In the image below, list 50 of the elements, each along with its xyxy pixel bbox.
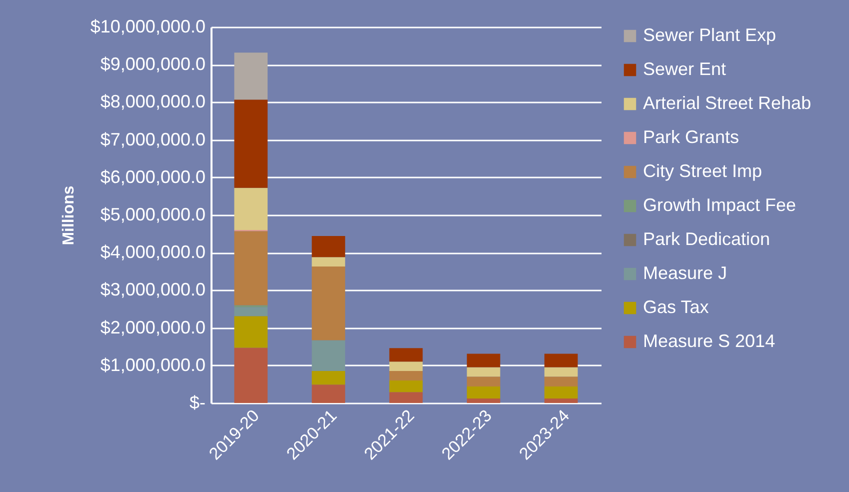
legend-label: Arterial Street Rehab bbox=[643, 93, 812, 113]
y-tick-label: $8,000,000.0 bbox=[100, 92, 206, 112]
bar bbox=[312, 236, 346, 258]
y-tick-label: $2,000,000.0 bbox=[100, 317, 206, 338]
y-tick-label: $6,000,000.0 bbox=[100, 166, 206, 187]
bar bbox=[234, 231, 268, 306]
legend-label: Sewer Plant Exp bbox=[643, 25, 776, 45]
bar bbox=[312, 340, 346, 372]
y-tick-label: $5,000,000.0 bbox=[100, 204, 206, 224]
legend-label: Sewer Ent bbox=[643, 59, 726, 79]
bar bbox=[312, 371, 346, 385]
y-tick-label: $4,000,000.0 bbox=[100, 242, 206, 262]
bar bbox=[466, 386, 500, 398]
bar bbox=[389, 380, 423, 392]
bar bbox=[312, 384, 346, 403]
bar bbox=[389, 362, 423, 372]
bar bbox=[234, 316, 268, 348]
y-tick-label: $- bbox=[189, 392, 206, 412]
legend-label: Gas Tax bbox=[643, 297, 709, 317]
legend-label: Park Dedication bbox=[643, 229, 770, 249]
legend-label: Growth Impact Fee bbox=[643, 195, 796, 215]
y-tick-label: $9,000,000.0 bbox=[100, 54, 206, 74]
bar bbox=[544, 367, 578, 377]
y-tick-label: $7,000,000.0 bbox=[100, 129, 206, 150]
bar bbox=[466, 367, 500, 377]
legend-label: Measure J bbox=[643, 263, 728, 283]
bar bbox=[312, 257, 346, 267]
y-axis-title: Millions bbox=[60, 186, 78, 246]
legend-label: Measure S 2014 bbox=[643, 331, 776, 351]
bar bbox=[389, 392, 423, 403]
bar bbox=[234, 52, 268, 100]
bar bbox=[389, 348, 423, 362]
y-tick-label: $3,000,000.0 bbox=[100, 280, 206, 300]
legend-label: City Street Imp bbox=[643, 161, 762, 181]
bar bbox=[466, 376, 500, 386]
bar bbox=[234, 348, 268, 403]
bar bbox=[544, 398, 578, 403]
bar bbox=[544, 354, 578, 368]
bar bbox=[389, 371, 423, 380]
y-tick-label: $1,000,000.0 bbox=[100, 354, 206, 375]
bar bbox=[544, 386, 578, 398]
bar bbox=[234, 188, 268, 230]
bar bbox=[312, 266, 346, 340]
bar bbox=[234, 100, 268, 188]
bar bbox=[234, 307, 268, 316]
bar bbox=[466, 354, 500, 368]
legend-label: Park Grants bbox=[643, 127, 740, 147]
bar bbox=[544, 376, 578, 386]
y-tick-label: $10,000,000.0 bbox=[90, 16, 206, 36]
bar bbox=[466, 398, 500, 403]
